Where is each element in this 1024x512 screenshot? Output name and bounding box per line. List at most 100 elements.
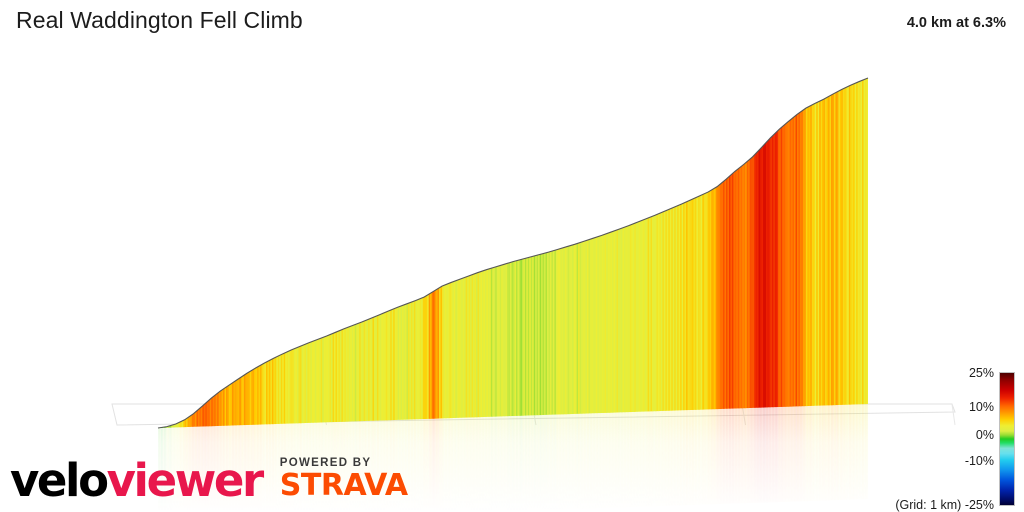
reflection-band [653, 404, 656, 510]
reflection-band [203, 404, 206, 510]
reflection-band [227, 404, 230, 510]
reflection-band [672, 404, 675, 510]
reflection-band [422, 404, 425, 510]
reflection-band [175, 404, 178, 510]
gradient-band [569, 78, 572, 428]
gradient-band [757, 78, 760, 428]
reflection-band [172, 404, 175, 510]
reflection-band [289, 404, 292, 510]
reflection-band [515, 404, 519, 510]
gradient-band [839, 78, 842, 428]
reflection-band [237, 404, 240, 510]
reflection-band [618, 404, 621, 510]
reflection-band [628, 404, 631, 510]
reflection-band [581, 404, 584, 510]
reflection-band [396, 404, 399, 510]
profile-reflection [158, 404, 868, 510]
gradient-band [662, 78, 665, 428]
reflection-band [403, 404, 406, 510]
reflection-band [681, 404, 684, 510]
reflection-band [268, 404, 272, 510]
reflection-band [788, 404, 791, 510]
gradient-band [644, 78, 647, 428]
reflection-band [780, 404, 783, 510]
reflection-band [171, 404, 174, 510]
reflection-band [810, 404, 813, 510]
reflection-band [292, 404, 295, 510]
reflection-band [186, 404, 189, 510]
reflection-band [297, 404, 300, 510]
gradient-band [848, 78, 851, 428]
grid-line [951, 403, 956, 426]
reflection-band [615, 404, 618, 510]
reflection-band [257, 404, 260, 510]
reflection-band [626, 404, 629, 510]
reflection-band [644, 404, 647, 510]
gradient-band [652, 78, 655, 428]
reflection-band [555, 404, 558, 510]
reflection-band [163, 404, 166, 510]
reflection-band [569, 404, 572, 510]
reflection-band [391, 404, 394, 510]
gradient-band [765, 78, 769, 428]
gradient-band [681, 78, 684, 428]
gradient-band [857, 78, 860, 428]
reflection-band [655, 404, 658, 510]
reflection-band [205, 404, 208, 510]
reflection-band [217, 404, 220, 510]
gradient-band [616, 78, 619, 428]
reflection-band [339, 404, 343, 510]
gradient-band [816, 78, 819, 428]
reflection-band [801, 404, 804, 510]
reflection-band [637, 404, 640, 510]
reflection-band [689, 404, 692, 510]
reflection-band [341, 404, 344, 510]
gradient-band [814, 78, 817, 428]
reflection-band [357, 404, 360, 510]
gradient-band [779, 78, 782, 428]
gradient-band [826, 78, 829, 428]
reflection-band [549, 404, 553, 510]
reflection-band [487, 404, 490, 510]
gradient-band [807, 78, 810, 428]
reflection-band [368, 404, 371, 510]
reflection-band [526, 404, 529, 510]
reflection-band [770, 404, 773, 510]
reflection-band [557, 404, 560, 510]
reflection-band [854, 404, 857, 510]
reflection-band [691, 404, 695, 510]
reflection-band [844, 404, 847, 510]
gradient-band [743, 78, 746, 428]
reflection-band [779, 404, 782, 510]
gradient-band [646, 78, 649, 428]
reflection-band [730, 404, 733, 510]
reflection-band [443, 404, 446, 510]
gradient-band [718, 78, 721, 428]
gradient-band [702, 78, 705, 428]
gradient-band [671, 78, 674, 428]
reflection-band [603, 404, 606, 510]
reflection-band [280, 404, 283, 510]
reflection-band [233, 404, 236, 510]
gradient-band [575, 78, 578, 428]
strava-attribution: POWERED BY STRAVA [280, 456, 408, 506]
gradient-band [799, 78, 803, 428]
profile-ridge-line [157, 77, 869, 429]
gradient-band [817, 78, 820, 428]
reflection-band [829, 404, 832, 510]
reflection-band [802, 404, 805, 510]
gradient-band [656, 78, 659, 428]
reflection-band [739, 404, 742, 510]
reflection-band [270, 404, 273, 510]
gradient-band [795, 78, 798, 428]
chart-header: Real Waddington Fell Climb 4.0 km at 6.3… [0, 0, 1024, 42]
reflection-band [246, 404, 249, 510]
gradient-band [721, 78, 724, 428]
reflection-band [726, 404, 729, 510]
gradient-band [847, 78, 850, 428]
reflection-band [462, 404, 465, 510]
reflection-band [820, 404, 823, 510]
logo-text-velo: velo [10, 454, 109, 507]
reflection-band [752, 404, 755, 510]
reflection-band [459, 404, 462, 510]
